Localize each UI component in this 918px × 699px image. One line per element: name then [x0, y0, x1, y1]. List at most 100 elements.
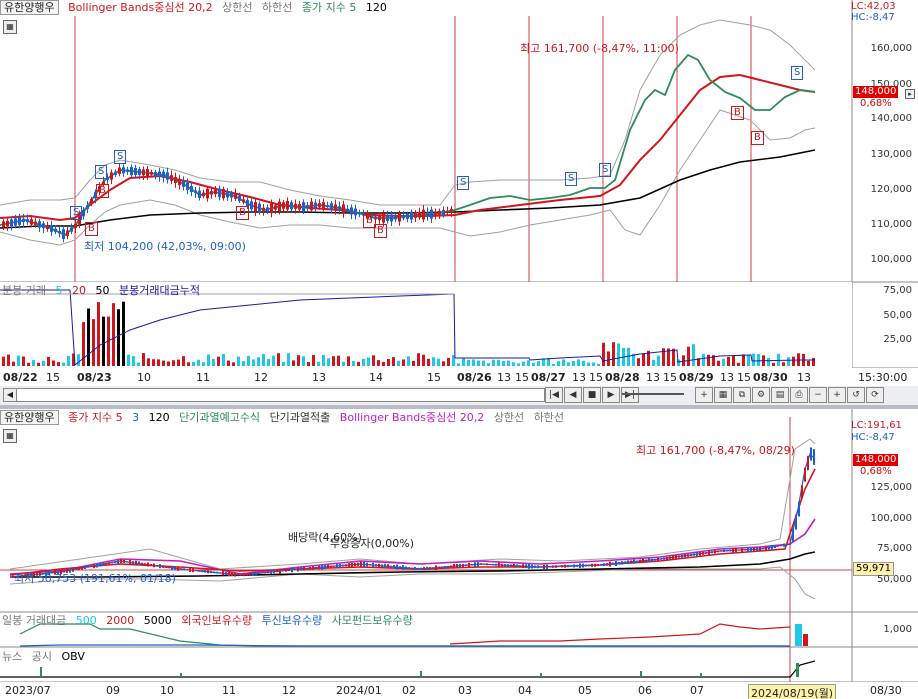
stock-name-label-daily[interactable]: 유한양행우	[0, 410, 59, 425]
bb-legend[interactable]: Bollinger Bands중심선 20,2	[68, 1, 213, 14]
volume-bar	[627, 347, 630, 366]
refresh-icon[interactable]: ⟳	[866, 387, 884, 403]
daily-candles	[12, 447, 815, 578]
daily-candle	[198, 569, 200, 572]
daily-candle	[339, 563, 341, 568]
prev-icon[interactable]: ◀	[564, 387, 582, 403]
daily-candle	[552, 565, 554, 568]
add-icon[interactable]: +	[695, 387, 713, 403]
sell-marker[interactable]: S	[457, 176, 470, 190]
buy-marker[interactable]: B	[236, 206, 249, 220]
overheat-detect-legend[interactable]: 단기과열적출	[269, 411, 331, 424]
daily-candle	[312, 566, 314, 570]
pane-splitter[interactable]	[0, 405, 918, 409]
daily-candle	[543, 564, 545, 569]
grid-icon[interactable]: ▦	[3, 20, 17, 34]
trust-holdings-legend[interactable]: 투신보유수량	[261, 614, 323, 627]
intraday-chart-pane[interactable]: 유한양행우 Bollinger Bands중심선 20,2 상한선 하한선 종가…	[0, 0, 918, 405]
daily-candle	[33, 573, 35, 577]
volume-bar	[332, 356, 335, 366]
daily-candle	[21, 574, 23, 577]
volume-bar	[607, 351, 610, 366]
sell-marker[interactable]: S	[95, 165, 108, 179]
daily-candle	[699, 552, 701, 556]
buy-marker[interactable]: B	[85, 222, 98, 236]
sell-marker[interactable]: S	[565, 172, 578, 186]
sell-marker[interactable]: S	[70, 206, 83, 220]
overheat-warning-legend[interactable]: 단기과열예고수식	[179, 411, 261, 424]
obv-legend[interactable]: OBV	[61, 650, 85, 663]
bb-legend-daily[interactable]: Bollinger Bands중심선 20,2	[339, 411, 485, 424]
next-icon[interactable]: ▶	[602, 387, 620, 403]
trading-value-label[interactable]: 일봉 거래대금	[2, 614, 67, 627]
foreign-holdings-legend[interactable]: 외국인보유수량	[181, 614, 253, 627]
zoom-slider[interactable]	[622, 393, 684, 395]
daily-candle	[57, 570, 59, 575]
daily-candle	[783, 543, 785, 547]
undo-icon[interactable]: ↺	[847, 387, 865, 403]
daily-candle	[405, 566, 407, 570]
x-label: 15	[46, 371, 60, 384]
value-ma5000-legend: 5000	[143, 614, 172, 627]
buy-marker[interactable]: B	[751, 131, 764, 145]
daily-chart-pane[interactable]: 유한양행우 종가 지수 5 3 120 단기과열예고수식 단기과열적출 Boll…	[0, 409, 918, 699]
x-label: 08/29	[679, 371, 714, 384]
volume-bar	[232, 362, 235, 366]
daily-candle	[546, 564, 548, 569]
daily-candle	[795, 514, 797, 530]
volume-bar	[197, 359, 200, 366]
sell-marker[interactable]: S	[599, 163, 612, 177]
ma120-legend: 120	[148, 411, 170, 424]
volume-bar	[677, 359, 680, 366]
daily-candle	[453, 563, 455, 569]
daily-candle	[192, 568, 194, 573]
daily-candle	[684, 554, 686, 558]
daily-candle	[69, 567, 71, 573]
volume-bar	[267, 359, 270, 366]
volume-bar	[247, 355, 250, 366]
first-page-icon[interactable]: |◀	[545, 387, 563, 403]
daily-candle	[120, 558, 122, 564]
daily-candle	[537, 565, 539, 569]
volume-bar	[547, 358, 550, 366]
sell-marker[interactable]: S	[114, 150, 127, 164]
scale-toggle-icon[interactable]: ▸	[905, 89, 915, 99]
last-page-icon[interactable]: ▶|	[621, 387, 639, 403]
volume-label[interactable]: 분봉 거래	[2, 284, 46, 297]
daily-candle	[810, 447, 812, 461]
copy-icon[interactable]: ⧉	[733, 387, 751, 403]
buy-marker[interactable]: B	[731, 106, 744, 120]
stop-icon[interactable]: ■	[583, 387, 601, 403]
buy-marker[interactable]: B	[374, 224, 387, 238]
disclosure-legend[interactable]: 공시	[31, 650, 52, 663]
daily-candle	[255, 571, 257, 576]
buy-marker[interactable]: B	[363, 214, 376, 228]
horizontal-scrollbar[interactable]: ◀	[3, 388, 545, 402]
print-icon[interactable]: ⎙	[790, 387, 808, 403]
private-fund-holdings-legend[interactable]: 사모펀드보유수량	[331, 614, 413, 627]
plus-icon[interactable]: +	[828, 387, 846, 403]
sell-marker[interactable]: S	[791, 66, 804, 80]
news-legend[interactable]: 뉴스	[2, 650, 23, 663]
cumulative-volume-legend[interactable]: 분봉거래대금누적	[118, 284, 200, 297]
buy-marker[interactable]: B	[96, 184, 109, 198]
daily-candle	[399, 566, 401, 569]
volume-bar	[567, 362, 570, 366]
x-label-daily: 05	[578, 684, 592, 697]
stock-name-label[interactable]: 유한양행우	[0, 0, 59, 15]
save-icon[interactable]: ▤	[771, 387, 789, 403]
bonus-issue-annotation: 무상증자(0,00%)	[330, 537, 415, 550]
daily-candle	[180, 568, 182, 570]
volume-bar	[737, 362, 740, 366]
settings-icon[interactable]: ⚙	[752, 387, 770, 403]
volume-bar	[227, 360, 230, 366]
daily-candle	[690, 553, 692, 557]
daily-candle	[486, 563, 488, 566]
volume-bar	[727, 356, 730, 366]
grid-view-icon[interactable]: ▦	[714, 387, 732, 403]
ma-legend-daily[interactable]: 종가 지수 5	[68, 411, 123, 424]
scroll-left-icon[interactable]: ◀	[4, 389, 17, 401]
minus-icon[interactable]: −	[809, 387, 827, 403]
grid-icon-daily[interactable]: ▦	[3, 429, 17, 443]
ma-legend[interactable]: 종가 지수 5	[301, 1, 357, 14]
